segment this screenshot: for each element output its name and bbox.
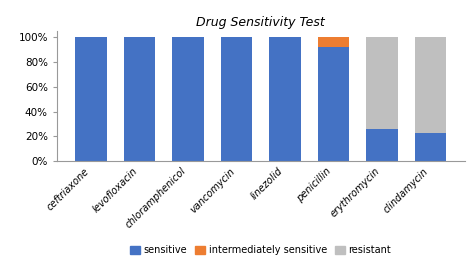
Bar bbox=[414, 37, 446, 133]
Bar bbox=[318, 47, 349, 161]
Bar bbox=[75, 37, 107, 161]
Bar bbox=[172, 37, 204, 161]
Title: Drug Sensitivity Test: Drug Sensitivity Test bbox=[196, 16, 325, 29]
Bar bbox=[269, 37, 301, 161]
Bar bbox=[366, 37, 398, 129]
Bar bbox=[414, 133, 446, 161]
Bar bbox=[124, 37, 155, 161]
Bar bbox=[221, 37, 252, 161]
Legend: sensitive, intermediately sensitive, resistant: sensitive, intermediately sensitive, res… bbox=[126, 242, 395, 259]
Bar bbox=[318, 37, 349, 47]
Bar bbox=[366, 129, 398, 161]
